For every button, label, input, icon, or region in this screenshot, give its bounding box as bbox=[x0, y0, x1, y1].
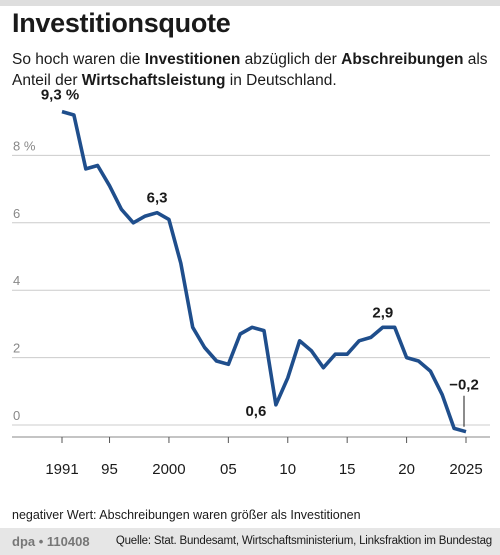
y-tick-label: 6 bbox=[13, 206, 20, 221]
x-tick-label: 15 bbox=[339, 461, 356, 478]
source-label: Quelle: Stat. Bundesamt, Wirtschaftsmini… bbox=[115, 535, 492, 547]
x-tick-label: 10 bbox=[279, 461, 296, 478]
y-tick-label: 8 % bbox=[13, 138, 36, 153]
y-tick-label: 2 bbox=[13, 341, 20, 356]
subtitle-part: Wirtschaftsleistung bbox=[81, 72, 226, 89]
credit-label: dpa • 110408 bbox=[12, 534, 90, 549]
x-tick-label: 95 bbox=[101, 461, 118, 478]
subtitle-part: als Anteil der bbox=[12, 51, 488, 89]
annotation-label: 0,6 bbox=[245, 403, 266, 420]
subtitle-part: So hoch waren die bbox=[12, 51, 145, 68]
annotation-label: 2,9 bbox=[372, 304, 393, 321]
footnote: negativer Wert: Abschreibungen waren grö… bbox=[12, 508, 361, 522]
x-tick-label: 20 bbox=[398, 461, 415, 478]
subtitle-part: Investitionen bbox=[144, 51, 241, 68]
chart-title: Investitionsquote bbox=[12, 8, 231, 38]
y-tick-label: 0 bbox=[13, 408, 20, 423]
series-line bbox=[61, 109, 467, 434]
annotation-label: 6,3 bbox=[147, 190, 168, 207]
annotation-label: −0,2 bbox=[449, 377, 479, 394]
subtitle-part: abzüglich der bbox=[240, 51, 342, 68]
line-chart: 0 2 4 6 8 % 1991 95 2000 05 10 15 20 2025 9,3 % 6,3 0,6… bbox=[12, 87, 490, 478]
x-tick-label: 2025 bbox=[449, 461, 482, 478]
x-tick-label: 2000 bbox=[152, 461, 185, 478]
footer-bar: dpa • 110408 Quelle: Stat. Bundesamt, Wi… bbox=[0, 528, 500, 555]
subtitle-part: Abschreibungen bbox=[341, 51, 464, 68]
annotation-label: 9,3 % bbox=[41, 87, 79, 104]
top-rule bbox=[0, 0, 500, 6]
y-tick-label: 4 bbox=[13, 273, 20, 288]
subtitle-part: in Deutschland. bbox=[225, 72, 337, 89]
chart-subtitle: So hoch waren die Investitionen abzüglic… bbox=[12, 49, 496, 91]
x-tick-label: 1991 bbox=[45, 461, 78, 478]
x-tick-label: 05 bbox=[220, 461, 237, 478]
